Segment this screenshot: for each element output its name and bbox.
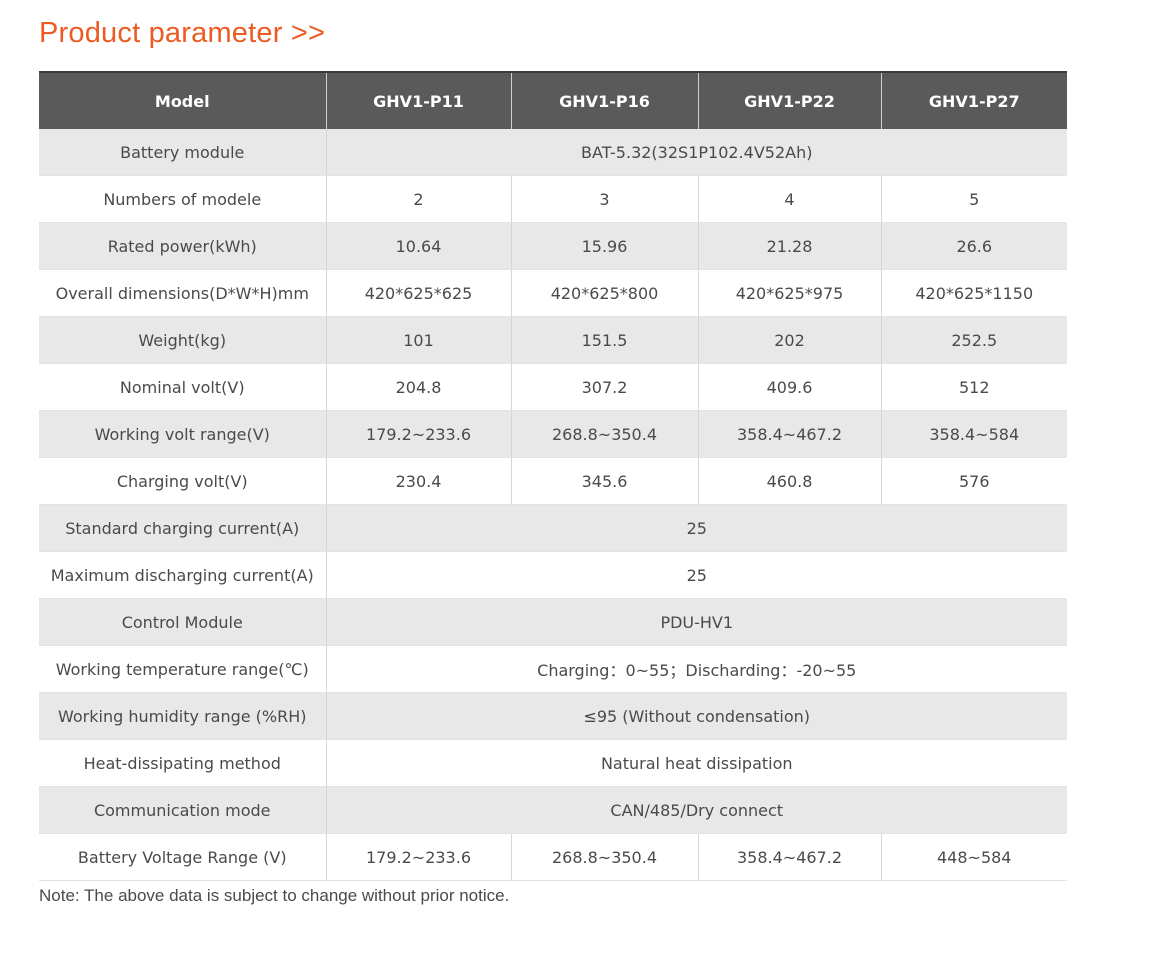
table-row: Working volt range(V) 179.2~233.6 268.8~…	[39, 410, 1067, 458]
table-row: Weight(kg) 101 151.5 202 252.5	[39, 316, 1067, 364]
row-label: Control Module	[39, 598, 326, 646]
header-cell-ghv1-p27: GHV1-P27	[880, 71, 1067, 129]
table-cell: PDU-HV1	[325, 598, 1067, 646]
table-cell: 151.5	[510, 316, 698, 364]
table-cell: 345.6	[510, 457, 698, 505]
table-cell: 25	[325, 504, 1067, 552]
row-label: Overall dimensions(D*W*H)mm	[39, 269, 326, 317]
product-parameter-table: Model GHV1-P11 GHV1-P16 GHV1-P22 GHV1-P2…	[39, 71, 1067, 881]
table-cell: 420*625*625	[325, 269, 511, 317]
table-cell: 101	[325, 316, 511, 364]
row-label: Working temperature range(℃)	[39, 645, 326, 693]
table-cell: 179.2~233.6	[325, 833, 511, 881]
header-cell-ghv1-p16: GHV1-P16	[510, 71, 698, 129]
row-label: Heat-dissipating method	[39, 739, 326, 787]
table-cell: 460.8	[697, 457, 881, 505]
header-cell-ghv1-p11: GHV1-P11	[325, 71, 511, 129]
table-cell: 448~584	[880, 833, 1067, 881]
table-cell: 5	[880, 175, 1067, 223]
table-row: Working humidity range (%RH) ≤95 (Withou…	[39, 692, 1067, 740]
row-label: Working volt range(V)	[39, 410, 326, 458]
row-label: Working humidity range (%RH)	[39, 692, 326, 740]
header-cell-model: Model	[39, 71, 326, 129]
table-cell: 268.8~350.4	[510, 833, 698, 881]
table-cell: 307.2	[510, 363, 698, 411]
table-row: Working temperature range(℃) Charging：0~…	[39, 645, 1067, 693]
table-row: Rated power(kWh) 10.64 15.96 21.28 26.6	[39, 222, 1067, 270]
table-cell: 204.8	[325, 363, 511, 411]
table-cell: ≤95 (Without condensation)	[325, 692, 1067, 740]
table-row: Battery module BAT-5.32(32S1P102.4V52Ah)	[39, 129, 1067, 176]
row-label: Battery Voltage Range (V)	[39, 833, 326, 881]
table-cell: 358.4~467.2	[697, 410, 881, 458]
page-title: Product parameter >>	[39, 17, 326, 49]
table-cell: 268.8~350.4	[510, 410, 698, 458]
row-label: Battery module	[39, 129, 326, 176]
row-label: Standard charging current(A)	[39, 504, 326, 552]
row-label: Rated power(kWh)	[39, 222, 326, 270]
table-cell: 252.5	[880, 316, 1067, 364]
table-row: Numbers of modele 2 3 4 5	[39, 175, 1067, 223]
table-cell: 3	[510, 175, 698, 223]
table-cell: 512	[880, 363, 1067, 411]
row-label: Numbers of modele	[39, 175, 326, 223]
table-cell: 202	[697, 316, 881, 364]
table-cell: 420*625*975	[697, 269, 881, 317]
table-cell: 179.2~233.6	[325, 410, 511, 458]
table-cell: Natural heat dissipation	[325, 739, 1067, 787]
table-row: Battery Voltage Range (V) 179.2~233.6 26…	[39, 833, 1067, 881]
row-label: Nominal volt(V)	[39, 363, 326, 411]
table-row: Charging volt(V) 230.4 345.6 460.8 576	[39, 457, 1067, 505]
table-row: Control Module PDU-HV1	[39, 598, 1067, 646]
table-cell: 420*625*800	[510, 269, 698, 317]
table-cell: Charging：0~55；Discharding：-20~55	[325, 645, 1067, 693]
table-cell: 26.6	[880, 222, 1067, 270]
table-cell: 4	[697, 175, 881, 223]
table-row: Heat-dissipating method Natural heat dis…	[39, 739, 1067, 787]
table-cell: 2	[325, 175, 511, 223]
table-cell: 10.64	[325, 222, 511, 270]
footnote: Note: The above data is subject to chang…	[39, 886, 510, 905]
table-cell: BAT-5.32(32S1P102.4V52Ah)	[325, 129, 1067, 176]
header-cell-ghv1-p22: GHV1-P22	[697, 71, 881, 129]
table-row: Communication mode CAN/485/Dry connect	[39, 786, 1067, 834]
table-cell: 25	[325, 551, 1067, 599]
table-cell: 358.4~467.2	[697, 833, 881, 881]
table-header-row: Model GHV1-P11 GHV1-P16 GHV1-P22 GHV1-P2…	[39, 71, 1067, 129]
table-cell: 21.28	[697, 222, 881, 270]
table-cell: CAN/485/Dry connect	[325, 786, 1067, 834]
table-row: Nominal volt(V) 204.8 307.2 409.6 512	[39, 363, 1067, 411]
table-row: Maximum discharging current(A) 25	[39, 551, 1067, 599]
table-cell: 358.4~584	[880, 410, 1067, 458]
row-label: Charging volt(V)	[39, 457, 326, 505]
table-cell: 420*625*1150	[880, 269, 1067, 317]
row-label: Communication mode	[39, 786, 326, 834]
table-cell: 15.96	[510, 222, 698, 270]
table-cell: 576	[880, 457, 1067, 505]
table-cell: 230.4	[325, 457, 511, 505]
row-label: Weight(kg)	[39, 316, 326, 364]
table-cell: 409.6	[697, 363, 881, 411]
table-row: Standard charging current(A) 25	[39, 504, 1067, 552]
table-row: Overall dimensions(D*W*H)mm 420*625*625 …	[39, 269, 1067, 317]
row-label: Maximum discharging current(A)	[39, 551, 326, 599]
